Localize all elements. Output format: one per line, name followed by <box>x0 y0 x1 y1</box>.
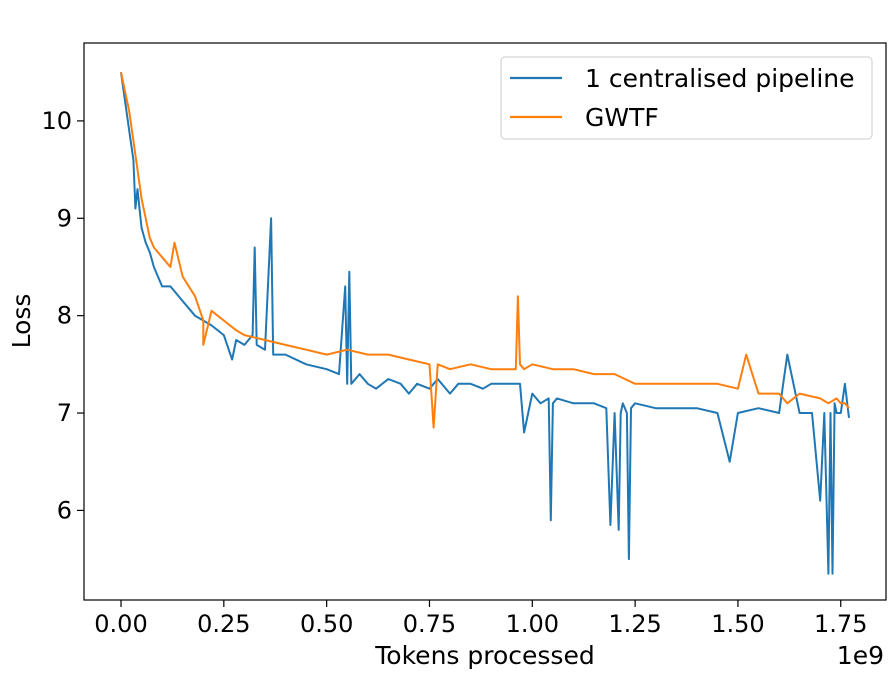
y-tick-label: 8 <box>57 302 72 330</box>
x-tick-label: 1.25 <box>608 610 661 638</box>
y-tick-label: 7 <box>57 399 72 427</box>
x-axis-offset-text: 1e9 <box>837 641 884 670</box>
x-axis-ticks: 0.00 0.25 0.50 0.75 1.00 1.25 1.50 1.75 <box>94 600 867 638</box>
x-tick-label: 0.50 <box>300 610 353 638</box>
legend-label-centralised: 1 centralised pipeline <box>585 64 855 93</box>
x-tick-label: 1.50 <box>711 610 764 638</box>
x-axis-label: Tokens processed <box>374 641 594 670</box>
y-axis-ticks: 6 7 8 9 10 <box>41 107 84 524</box>
y-tick-label: 10 <box>41 107 72 135</box>
x-tick-label: 0.00 <box>94 610 147 638</box>
y-tick-label: 9 <box>57 204 72 232</box>
x-tick-label: 1.75 <box>814 610 867 638</box>
legend-box <box>500 56 873 140</box>
legend: 1 centralised pipeline GWTF <box>500 56 873 140</box>
series-line-gwtf <box>120 71 850 429</box>
y-axis-label: Loss <box>7 294 36 349</box>
series-line-centralised-pipeline <box>120 72 850 575</box>
legend-label-gwtf: GWTF <box>585 103 659 132</box>
y-tick-label: 6 <box>57 496 72 524</box>
x-tick-label: 0.25 <box>197 610 250 638</box>
plot-frame <box>83 42 887 601</box>
x-tick-label: 1.00 <box>506 610 559 638</box>
x-tick-label: 0.75 <box>403 610 456 638</box>
series-layer <box>120 71 850 575</box>
